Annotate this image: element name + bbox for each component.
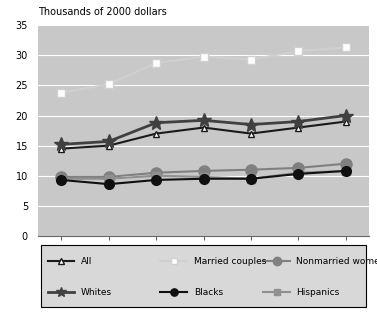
Text: Married couples: Married couples — [194, 257, 266, 266]
Text: Blacks: Blacks — [194, 288, 223, 297]
Text: Thousands of 2000 dollars: Thousands of 2000 dollars — [38, 7, 167, 17]
Text: Whites: Whites — [81, 288, 112, 297]
FancyBboxPatch shape — [41, 245, 366, 307]
Text: Hispanics: Hispanics — [296, 288, 340, 297]
X-axis label: Year: Year — [192, 261, 215, 271]
Text: All: All — [81, 257, 92, 266]
Text: Nonmarried women: Nonmarried women — [296, 257, 377, 266]
